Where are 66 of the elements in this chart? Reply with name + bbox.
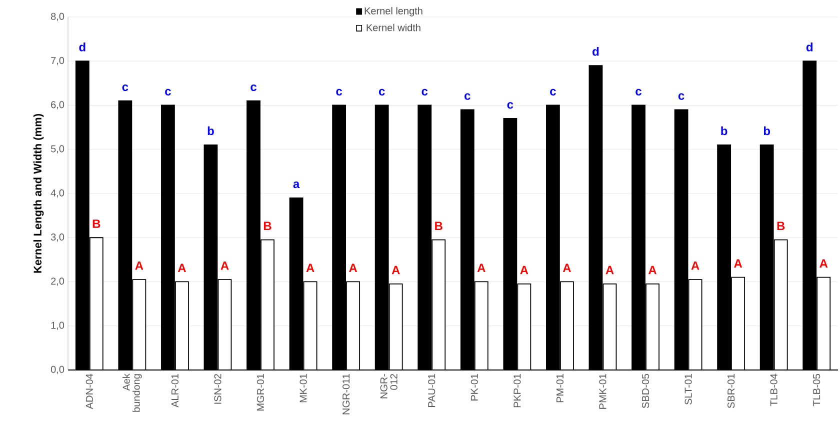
x-tick-label: TLB-04 [770, 374, 778, 406]
data-label: b [721, 126, 728, 136]
data-label: c [378, 88, 385, 96]
data-label: c [165, 88, 171, 96]
data-label: c [678, 93, 684, 100]
data-label: c [336, 88, 342, 96]
y-tick-label: 7,0 [51, 56, 64, 66]
x-tick-label: ALR-01 [171, 374, 178, 408]
x-tick-label: ADN-04 [86, 374, 93, 410]
data-label: c [422, 88, 428, 96]
y-tick-label: 2,0 [51, 278, 64, 286]
data-label: c [122, 84, 128, 92]
y-tick-label: 6,0 [51, 101, 64, 110]
data-label: A [520, 266, 528, 274]
y-tick-label: 1,0 [51, 322, 64, 330]
legend-label: Kernel width [366, 24, 420, 32]
y-tick-label: 4,0 [50, 189, 64, 198]
data-label: A [734, 259, 742, 268]
data-label: B [777, 222, 785, 230]
y-tick-label: 5,0 [50, 145, 64, 154]
x-tick-label: SBD-05 [642, 374, 650, 408]
data-label: c [636, 88, 642, 96]
data-label: d [79, 42, 86, 52]
x-tick-label: PAU-01 [428, 374, 436, 407]
x-tick-label: NGR-011 [342, 374, 350, 414]
x-tick-label: PKP-01 [514, 374, 521, 408]
x-tick-label: NGR-012 [380, 374, 398, 398]
data-label: A [392, 266, 400, 274]
data-label: A [648, 266, 657, 274]
x-tick-label: PM-01 [556, 374, 564, 402]
data-label: b [208, 126, 214, 136]
x-tick-label: MK-01 [300, 374, 307, 402]
x-tick-label: SLT-01 [684, 374, 692, 405]
data-label: A [135, 262, 144, 270]
data-label: a [293, 182, 300, 188]
y-tick-label: 3,0 [50, 233, 64, 242]
data-label: A [477, 264, 486, 272]
data-label: c [507, 102, 514, 109]
data-label: A [691, 262, 700, 270]
data-label: B [264, 222, 272, 230]
data-label: A [220, 262, 229, 270]
x-tick-label: MGR-01 [256, 374, 264, 410]
data-label: c [550, 88, 556, 96]
data-label: B [435, 222, 442, 230]
data-label: A [349, 264, 358, 272]
data-label: A [178, 264, 186, 272]
legend-label: Kernel length [364, 7, 422, 16]
x-tick-label: TLB-05 [813, 374, 820, 406]
data-label: c [250, 84, 256, 92]
data-label: B [92, 220, 100, 228]
data-label: A [306, 264, 314, 272]
data-label: d [806, 42, 812, 52]
y-tick-label: 0,0 [50, 366, 64, 374]
x-tick-label: Aek bundong [122, 374, 142, 412]
data-label: A [562, 264, 571, 272]
x-tick-label: SBR-01 [728, 374, 735, 408]
data-label: A [606, 266, 614, 274]
data-label: b [764, 126, 770, 136]
y-axis-title: Kernel Length and Width (mm) [33, 114, 44, 273]
y-tick-label: 8,0 [51, 12, 64, 22]
x-tick-label: ISN-02 [214, 374, 222, 404]
data-label: c [464, 93, 470, 100]
x-tick-label: PMK-01 [599, 374, 606, 409]
x-tick-label: PK-01 [470, 374, 478, 400]
data-label: A [820, 259, 828, 268]
data-label: d [592, 46, 599, 56]
